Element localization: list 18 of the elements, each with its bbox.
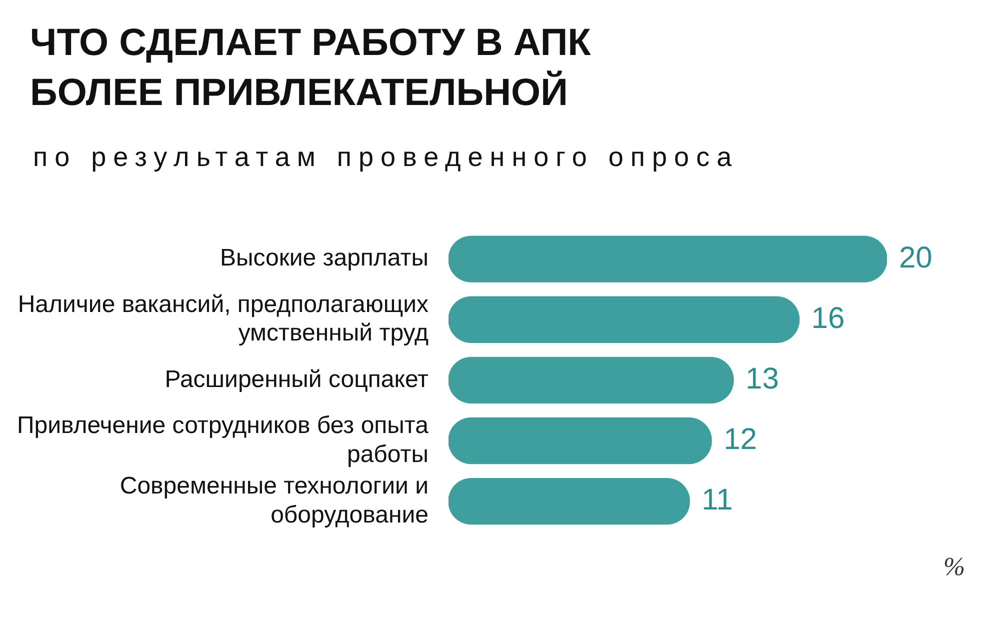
y-tick-label: Привлечение сотрудников без опыта работы — [17, 412, 430, 468]
bar — [448, 356, 734, 404]
bar — [448, 296, 800, 343]
chart-subtitle: по результатам проведенного опроса — [33, 142, 739, 173]
data-label: 13 — [746, 362, 779, 396]
y-tick-label: Наличие вакансий, предполагающих умственный труд — [18, 290, 428, 347]
bar — [448, 236, 887, 282]
data-label: 12 — [724, 423, 757, 456]
data-label: 20 — [899, 241, 932, 274]
data-label: 11 — [702, 484, 733, 517]
text: % — [943, 552, 965, 582]
chart-title: ЧТО СДЕЛАЕТ РАБОТУ В АПК БОЛЕЕ ПРИВЛЕКАТЕЛЬНОЙ — [30, 21, 592, 116]
data-label: 16 — [811, 302, 845, 335]
y-tick-label: Современные технологии и оборудование — [120, 472, 428, 528]
bar — [448, 417, 712, 464]
bar — [448, 478, 690, 525]
y-tick-label: Высокие зарплаты — [220, 244, 428, 272]
y-tick-label: Расширенный соцпакет — [164, 366, 429, 393]
